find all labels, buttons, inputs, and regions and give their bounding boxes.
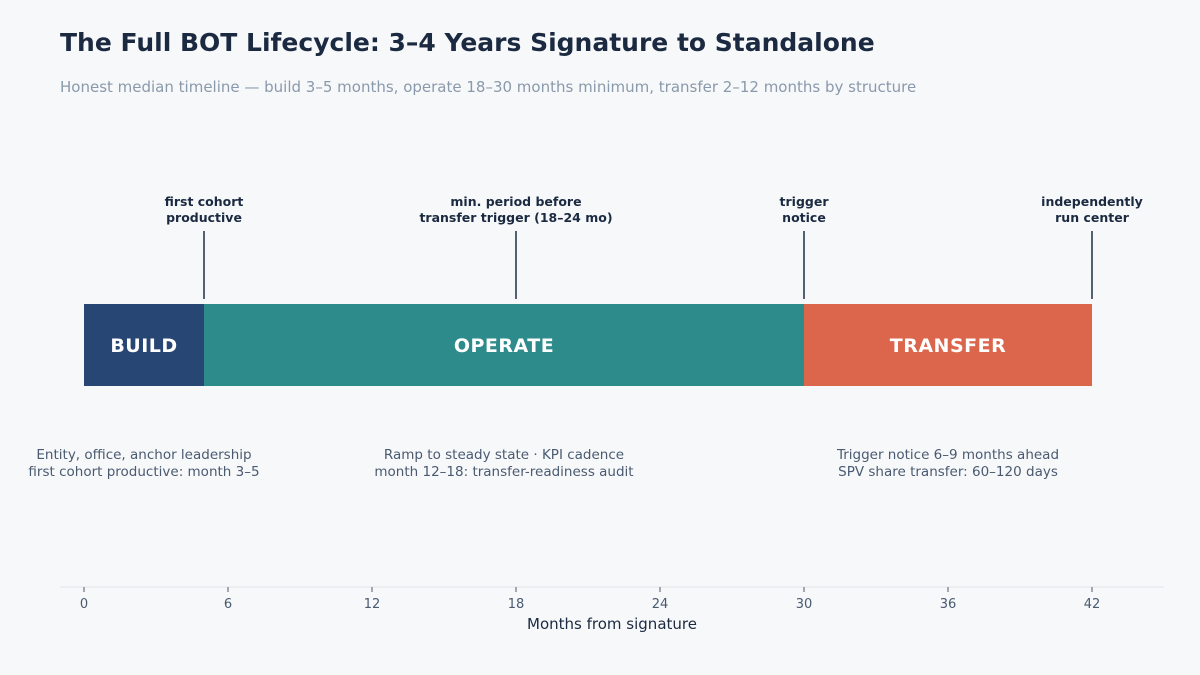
phase-bar-operate xyxy=(204,304,804,386)
milestone-label: min. period before xyxy=(450,194,581,209)
phase-note-operate: Ramp to steady state · KPI cadence xyxy=(384,447,624,463)
x-axis-label: Months from signature xyxy=(527,615,697,633)
x-tick-label: 18 xyxy=(508,597,525,612)
chart-title: The Full BOT Lifecycle: 3–4 Years Signat… xyxy=(60,28,875,57)
milestone-label: trigger xyxy=(780,194,830,209)
x-tick-label: 0 xyxy=(80,597,88,612)
x-tick-label: 6 xyxy=(224,597,232,612)
milestone-label: first cohort xyxy=(165,194,244,209)
milestone-label: run center xyxy=(1055,210,1130,225)
x-tick-label: 30 xyxy=(796,597,813,612)
milestone-label: independently xyxy=(1041,194,1143,209)
phase-note-build: Entity, office, anchor leadership xyxy=(36,447,251,463)
x-tick-label: 12 xyxy=(364,597,381,612)
x-tick-label: 42 xyxy=(1084,597,1101,612)
phase-note-operate: month 12–18: transfer-readiness audit xyxy=(374,464,633,480)
x-tick-label: 24 xyxy=(652,597,669,612)
phase-note-transfer: SPV share transfer: 60–120 days xyxy=(838,464,1058,480)
chart-subtitle: Honest median timeline — build 3–5 month… xyxy=(60,78,917,96)
phase-bar-transfer xyxy=(804,304,1092,386)
phase-label-build: BUILD xyxy=(110,335,177,357)
phase-bar-build xyxy=(84,304,204,386)
milestone-label: transfer trigger (18–24 mo) xyxy=(419,210,612,225)
x-tick-label: 36 xyxy=(940,597,957,612)
phase-note-build: first cohort productive: month 3–5 xyxy=(28,464,259,480)
phase-label-transfer: TRANSFER xyxy=(890,335,1006,357)
phase-note-transfer: Trigger notice 6–9 months ahead xyxy=(836,447,1059,463)
milestone-label: productive xyxy=(166,210,242,225)
phase-label-operate: OPERATE xyxy=(454,335,554,357)
milestone-label: notice xyxy=(782,210,826,225)
